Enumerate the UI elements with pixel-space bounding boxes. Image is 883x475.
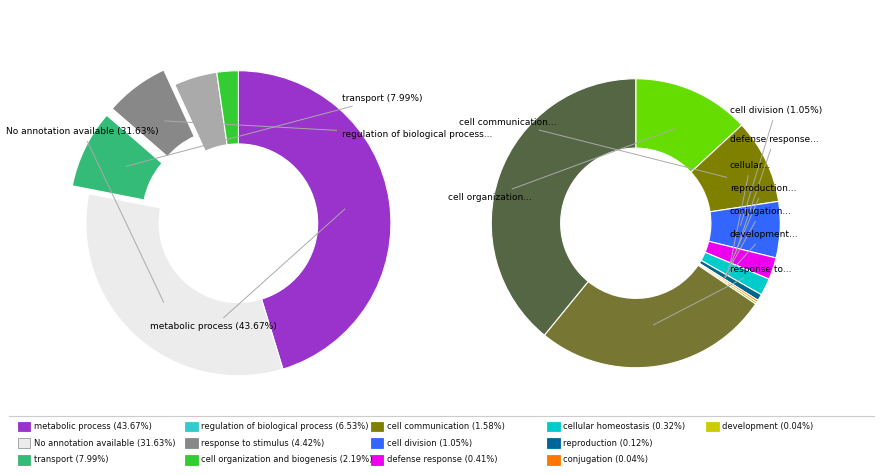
Text: response to stimulus (4.42%): response to stimulus (4.42%) — [201, 439, 325, 447]
Wedge shape — [701, 252, 769, 294]
Wedge shape — [72, 115, 162, 200]
Wedge shape — [698, 264, 757, 304]
Text: cell organization...: cell organization... — [448, 129, 675, 202]
Text: cell communication...: cell communication... — [459, 118, 727, 177]
Text: cellular homeostasis (0.32%): cellular homeostasis (0.32%) — [563, 422, 685, 431]
Text: No annotation available (31.63%): No annotation available (31.63%) — [6, 127, 163, 302]
Wedge shape — [238, 71, 391, 369]
Wedge shape — [636, 79, 742, 172]
Wedge shape — [699, 260, 761, 300]
Text: cellular...: cellular... — [729, 161, 771, 266]
Text: regulation of biological process (6.53%): regulation of biological process (6.53%) — [201, 422, 369, 431]
Text: transport (7.99%): transport (7.99%) — [126, 94, 423, 166]
Text: metabolic process (43.67%): metabolic process (43.67%) — [150, 209, 345, 332]
Text: cell division (1.05%): cell division (1.05%) — [729, 106, 822, 225]
Wedge shape — [216, 71, 238, 145]
Text: development...: development... — [724, 230, 798, 279]
Text: metabolic process (43.67%): metabolic process (43.67%) — [34, 422, 151, 431]
Text: conjugation...: conjugation... — [725, 207, 792, 277]
Text: cell division (1.05%): cell division (1.05%) — [387, 439, 472, 447]
Text: defense response (0.41%): defense response (0.41%) — [387, 456, 497, 464]
Text: cell communication (1.58%): cell communication (1.58%) — [387, 422, 504, 431]
Wedge shape — [86, 194, 283, 376]
Text: response to...: response to... — [653, 265, 791, 325]
Text: reproduction...: reproduction... — [726, 184, 796, 274]
Text: cell organization and biogenesis (2.19%): cell organization and biogenesis (2.19%) — [201, 456, 373, 464]
Wedge shape — [112, 70, 194, 157]
Text: defense response...: defense response... — [729, 135, 819, 253]
Text: reproduction (0.12%): reproduction (0.12%) — [563, 439, 653, 447]
Text: conjugation (0.04%): conjugation (0.04%) — [563, 456, 648, 464]
Text: development (0.04%): development (0.04%) — [722, 422, 813, 431]
Wedge shape — [691, 125, 779, 212]
Wedge shape — [709, 201, 781, 258]
Wedge shape — [705, 241, 776, 279]
Wedge shape — [491, 79, 636, 335]
Wedge shape — [698, 263, 758, 302]
Wedge shape — [545, 265, 756, 368]
Text: No annotation available (31.63%): No annotation available (31.63%) — [34, 439, 175, 447]
Text: regulation of biological process...: regulation of biological process... — [164, 121, 493, 139]
Text: transport (7.99%): transport (7.99%) — [34, 456, 108, 464]
Wedge shape — [175, 72, 227, 151]
